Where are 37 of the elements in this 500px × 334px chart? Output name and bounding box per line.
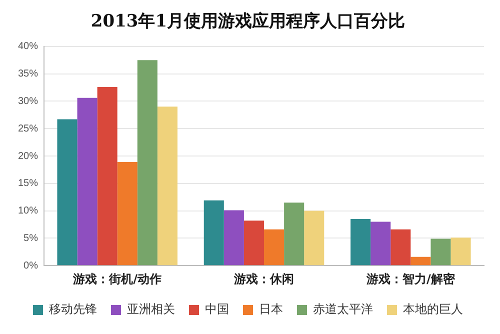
legend-label: 亚洲相关 bbox=[127, 302, 175, 316]
y-tick-label: 15% bbox=[18, 178, 38, 190]
bar bbox=[430, 238, 451, 266]
y-tick-label: 35% bbox=[18, 68, 38, 80]
y-tick-label: 10% bbox=[18, 206, 38, 217]
y-tick-label: 40% bbox=[18, 41, 38, 52]
x-tick-label: 游戏：街机/动作 bbox=[72, 272, 162, 286]
bar bbox=[370, 222, 391, 266]
legend-label: 日本 bbox=[259, 302, 283, 316]
legend-label: 中国 bbox=[205, 302, 229, 316]
bar bbox=[117, 162, 138, 266]
y-tick-label: 25% bbox=[18, 123, 38, 134]
y-tick-label: 0% bbox=[24, 260, 38, 272]
x-tick-label: 游戏：休闲 bbox=[233, 272, 294, 286]
bar bbox=[410, 256, 431, 266]
y-tick-label: 30% bbox=[18, 96, 38, 107]
bar bbox=[204, 200, 224, 266]
bar bbox=[390, 229, 411, 266]
bar bbox=[244, 220, 264, 266]
legend-label: 赤道太平洋 bbox=[313, 302, 373, 316]
legend-label: 移动先锋 bbox=[49, 302, 97, 316]
bar bbox=[264, 229, 284, 266]
bar bbox=[77, 98, 98, 266]
legend-label: 本地的巨人 bbox=[403, 302, 463, 316]
bar bbox=[97, 86, 118, 266]
bar bbox=[350, 219, 371, 266]
y-tick-label: 20% bbox=[18, 150, 38, 162]
y-tick-label: 5% bbox=[24, 232, 38, 244]
bar bbox=[157, 106, 178, 266]
bar bbox=[450, 238, 471, 266]
x-tick-label: 游戏：智力/解密 bbox=[365, 272, 456, 286]
bar bbox=[304, 210, 324, 266]
bar bbox=[137, 60, 158, 266]
bar bbox=[284, 202, 304, 266]
bar bbox=[224, 210, 244, 266]
bar bbox=[57, 119, 78, 266]
chart-title: 2013年1月使用游戏应用程序人口百分比 bbox=[90, 12, 406, 32]
